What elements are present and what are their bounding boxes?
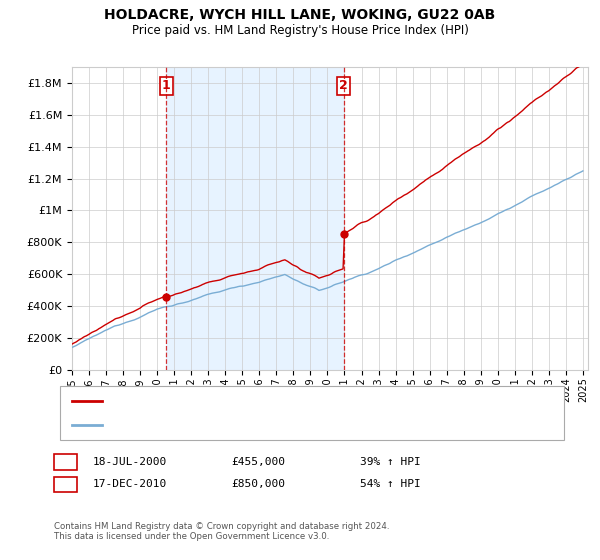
Text: HPI: Average price, detached house, Woking: HPI: Average price, detached house, Woki… xyxy=(111,419,342,430)
Text: Contains HM Land Registry data © Crown copyright and database right 2024.
This d: Contains HM Land Registry data © Crown c… xyxy=(54,522,389,542)
Text: £455,000: £455,000 xyxy=(231,457,285,467)
Text: 2: 2 xyxy=(340,80,348,92)
Text: 54% ↑ HPI: 54% ↑ HPI xyxy=(360,479,421,489)
Text: 39% ↑ HPI: 39% ↑ HPI xyxy=(360,457,421,467)
Text: 18-JUL-2000: 18-JUL-2000 xyxy=(93,457,167,467)
Text: HOLDACRE, WYCH HILL LANE, WOKING, GU22 0AB (detached house): HOLDACRE, WYCH HILL LANE, WOKING, GU22 0… xyxy=(111,396,467,407)
Text: £850,000: £850,000 xyxy=(231,479,285,489)
Text: 1: 1 xyxy=(162,80,171,92)
Text: 2: 2 xyxy=(61,478,70,491)
Text: HOLDACRE, WYCH HILL LANE, WOKING, GU22 0AB: HOLDACRE, WYCH HILL LANE, WOKING, GU22 0… xyxy=(104,8,496,22)
Text: 17-DEC-2010: 17-DEC-2010 xyxy=(93,479,167,489)
Text: 1: 1 xyxy=(61,455,70,469)
Text: Price paid vs. HM Land Registry's House Price Index (HPI): Price paid vs. HM Land Registry's House … xyxy=(131,24,469,36)
Bar xyxy=(166,67,344,370)
